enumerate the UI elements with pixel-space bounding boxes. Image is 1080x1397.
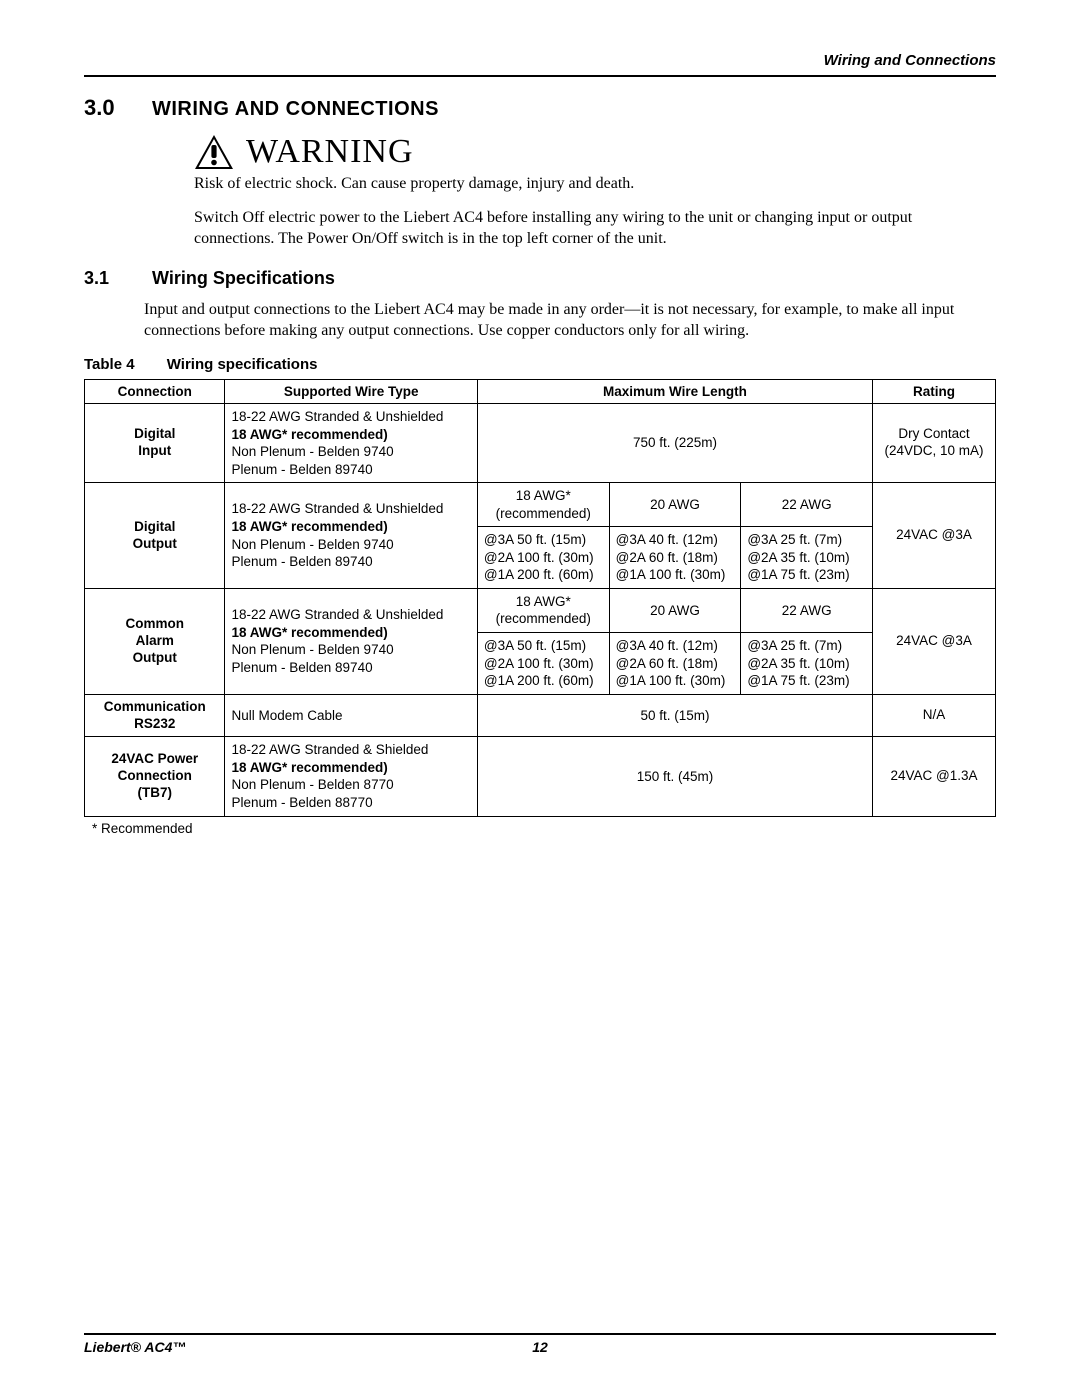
cell-connection: DigitalOutput xyxy=(85,483,225,589)
table-header-row: Connection Supported Wire Type Maximum W… xyxy=(85,379,996,403)
table-row: 24VAC PowerConnection(TB7) 18-22 AWG Str… xyxy=(85,737,996,816)
cell-awg-header: 18 AWG*(recommended) xyxy=(477,483,609,527)
intro-paragraph: Input and output connections to the Lieb… xyxy=(144,299,996,342)
footer-spacer xyxy=(992,1339,996,1355)
cell-rating: N/A xyxy=(873,694,996,737)
warning-icon xyxy=(194,134,234,170)
cell-max-length: 50 ft. (15m) xyxy=(477,694,872,737)
table-row: DigitalInput 18-22 AWG Stranded & Unshie… xyxy=(85,403,996,482)
page: Wiring and Connections 3.0 WIRING AND CO… xyxy=(0,0,1080,1397)
table-row: CommunicationRS232 Null Modem Cable 50 f… xyxy=(85,694,996,737)
subsection-title: Wiring Specifications xyxy=(152,268,335,289)
table-caption: Table 4 Wiring specifications xyxy=(84,356,996,373)
section-number: 3.0 xyxy=(84,95,132,121)
warning-head: WARNING xyxy=(194,133,996,171)
cell-length-detail: @3A 25 ft. (7m)@2A 35 ft. (10m)@1A 75 ft… xyxy=(741,632,873,694)
cell-length-detail: @3A 40 ft. (12m)@2A 60 ft. (18m)@1A 100 … xyxy=(609,632,741,694)
warning-block: WARNING Risk of electric shock. Can caus… xyxy=(194,133,996,250)
cell-connection: CommonAlarmOutput xyxy=(85,588,225,694)
cell-rating: 24VAC @3A xyxy=(873,483,996,589)
subsection-heading: 3.1 Wiring Specifications xyxy=(84,268,996,289)
table-caption-title: Wiring specifications xyxy=(167,356,318,373)
wiring-spec-table: Connection Supported Wire Type Maximum W… xyxy=(84,379,996,817)
cell-awg-header: 20 AWG xyxy=(609,483,741,527)
running-head: Wiring and Connections xyxy=(84,52,996,69)
col-connection: Connection xyxy=(85,379,225,403)
cell-rating: Dry Contact(24VDC, 10 mA) xyxy=(873,403,996,482)
cell-wire-type: 18-22 AWG Stranded & Unshielded18 AWG* r… xyxy=(225,483,477,589)
cell-length-detail: @3A 50 ft. (15m)@2A 100 ft. (30m)@1A 200… xyxy=(477,632,609,694)
rule-bottom xyxy=(84,1333,996,1335)
col-rating: Rating xyxy=(873,379,996,403)
cell-wire-type: 18-22 AWG Stranded & Unshielded18 AWG* r… xyxy=(225,588,477,694)
table-row: DigitalOutput 18-22 AWG Stranded & Unshi… xyxy=(85,483,996,527)
cell-awg-header: 20 AWG xyxy=(609,588,741,632)
rule-top xyxy=(84,75,996,77)
cell-awg-header: 18 AWG*(recommended) xyxy=(477,588,609,632)
section-title: WIRING AND CONNECTIONS xyxy=(152,98,439,121)
footer-product: Liebert® AC4™ xyxy=(84,1339,186,1355)
cell-length-detail: @3A 25 ft. (7m)@2A 35 ft. (10m)@1A 75 ft… xyxy=(741,527,873,589)
cell-max-length: 150 ft. (45m) xyxy=(477,737,872,816)
subsection-number: 3.1 xyxy=(84,268,132,289)
cell-awg-header: 22 AWG xyxy=(741,483,873,527)
cell-max-length: 750 ft. (225m) xyxy=(477,403,872,482)
cell-rating: 24VAC @3A xyxy=(873,588,996,694)
cell-connection: CommunicationRS232 xyxy=(85,694,225,737)
cell-connection: 24VAC PowerConnection(TB7) xyxy=(85,737,225,816)
cell-wire-type: 18-22 AWG Stranded & Unshielded18 AWG* r… xyxy=(225,403,477,482)
cell-wire-type: 18-22 AWG Stranded & Shielded18 AWG* rec… xyxy=(225,737,477,816)
table-caption-num: Table 4 xyxy=(84,356,135,373)
cell-length-detail: @3A 40 ft. (12m)@2A 60 ft. (18m)@1A 100 … xyxy=(609,527,741,589)
footer-page-number: 12 xyxy=(532,1339,548,1355)
col-max-length: Maximum Wire Length xyxy=(477,379,872,403)
table-row: CommonAlarmOutput 18-22 AWG Stranded & U… xyxy=(85,588,996,632)
page-footer: Liebert® AC4™ 12 xyxy=(84,1333,996,1355)
section-heading: 3.0 WIRING AND CONNECTIONS xyxy=(84,95,996,121)
warning-p1: Risk of electric shock. Can cause proper… xyxy=(194,173,996,195)
warning-p2: Switch Off electric power to the Liebert… xyxy=(194,207,996,250)
warning-body: Risk of electric shock. Can cause proper… xyxy=(194,173,996,250)
warning-word: WARNING xyxy=(246,133,414,171)
cell-connection: DigitalInput xyxy=(85,403,225,482)
cell-length-detail: @3A 50 ft. (15m)@2A 100 ft. (30m)@1A 200… xyxy=(477,527,609,589)
table-footnote: * Recommended xyxy=(92,821,996,836)
cell-wire-type: Null Modem Cable xyxy=(225,694,477,737)
col-wire-type: Supported Wire Type xyxy=(225,379,477,403)
cell-rating: 24VAC @1.3A xyxy=(873,737,996,816)
cell-awg-header: 22 AWG xyxy=(741,588,873,632)
